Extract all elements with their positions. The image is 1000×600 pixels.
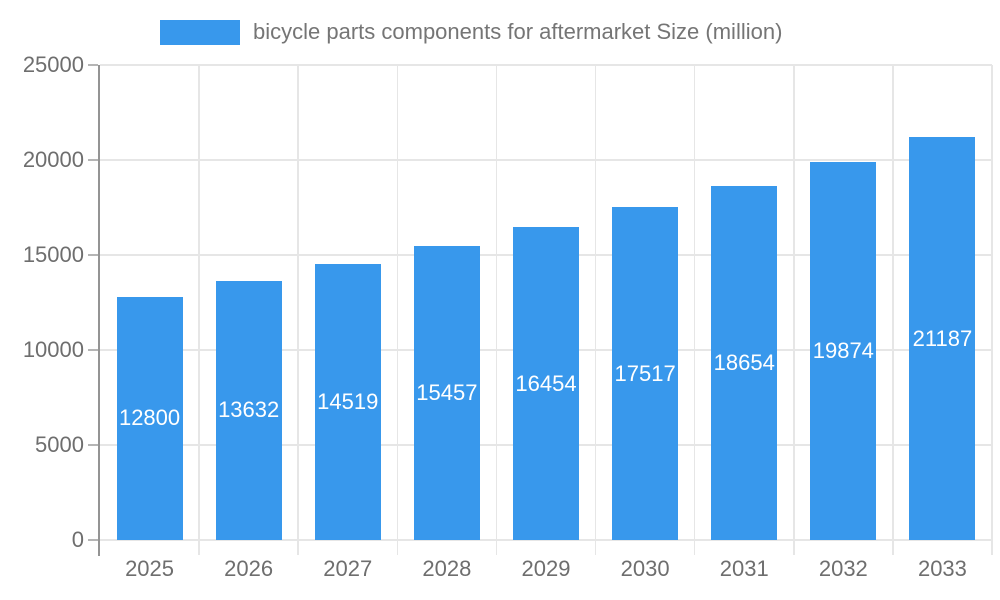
gridline-vertical [198,65,200,540]
bar[interactable] [413,246,480,540]
plot-area: 12800 13632 14519 15457 16454 17517 18654 19874… [23,52,993,581]
bar-value-label: 13632 [218,397,280,423]
y-axis-line [98,65,100,556]
y-tick-mark [88,349,98,351]
y-tick-label: 0 [71,527,84,552]
bar[interactable] [512,227,579,540]
bar-value-label: 17517 [614,360,676,386]
x-tick-label: 2032 [818,556,868,581]
y-tick-mark [88,159,98,161]
gridline-vertical [396,65,399,540]
bar-value-label: 15457 [416,380,478,406]
y-tick-mark [88,539,98,541]
gridline-vertical [991,65,993,540]
x-tick-label: 2033 [917,556,967,581]
y-tick-label: 10000 [22,337,84,362]
gridline-vertical [594,65,597,540]
gridline-vertical [892,65,894,540]
gridline-horizontal [100,64,992,66]
gridline-vertical [793,65,795,540]
x-tick-mark [396,540,399,555]
legend[interactable]: bicycle parts components for aftermarket… [160,19,782,45]
bar-value-label: 19874 [812,338,874,364]
legend-label: bicycle parts components for aftermarket… [253,19,783,44]
y-tick-mark [88,254,98,256]
gridline-vertical [297,65,299,540]
y-tick-mark [88,64,98,66]
legend-swatch [160,19,240,45]
x-tick-mark [198,540,200,555]
bar-value-label: 21187 [912,325,973,351]
bar[interactable] [909,137,976,540]
x-tick-label: 2030 [620,556,670,581]
bar[interactable] [612,207,679,540]
bar-value-label: 12800 [118,405,181,431]
x-tick-mark [693,540,696,555]
x-tick-mark [495,540,498,555]
x-tick-label: 2031 [719,556,769,581]
y-tick-label: 15000 [22,242,84,267]
bar-value-label: 14519 [317,389,379,415]
bar-value-label: 16454 [515,370,577,396]
bar[interactable] [810,162,877,540]
x-tick-mark [892,540,894,555]
x-tick-label: 2029 [521,556,571,581]
x-tick-mark [793,540,795,555]
y-tick-label: 5000 [35,432,84,457]
gridline-horizontal [100,159,992,161]
gridline-horizontal [100,539,992,541]
y-tick-label: 25000 [22,52,84,77]
x-tick-label: 2025 [125,556,175,581]
x-tick-mark [991,540,993,555]
bar[interactable] [215,281,282,540]
y-tick-label: 20000 [22,147,84,172]
gridline-vertical [495,65,498,540]
bar-value-label: 18654 [713,349,775,375]
x-tick-mark [297,540,299,555]
y-tick-mark [88,444,98,446]
bar[interactable] [116,296,183,540]
x-tick-mark [594,540,597,555]
x-tick-label: 2026 [224,556,274,581]
bar[interactable] [711,185,778,540]
gridline-vertical [693,65,696,540]
x-tick-label: 2028 [422,556,472,581]
x-tick-label: 2027 [323,556,373,581]
bar[interactable] [314,264,381,540]
